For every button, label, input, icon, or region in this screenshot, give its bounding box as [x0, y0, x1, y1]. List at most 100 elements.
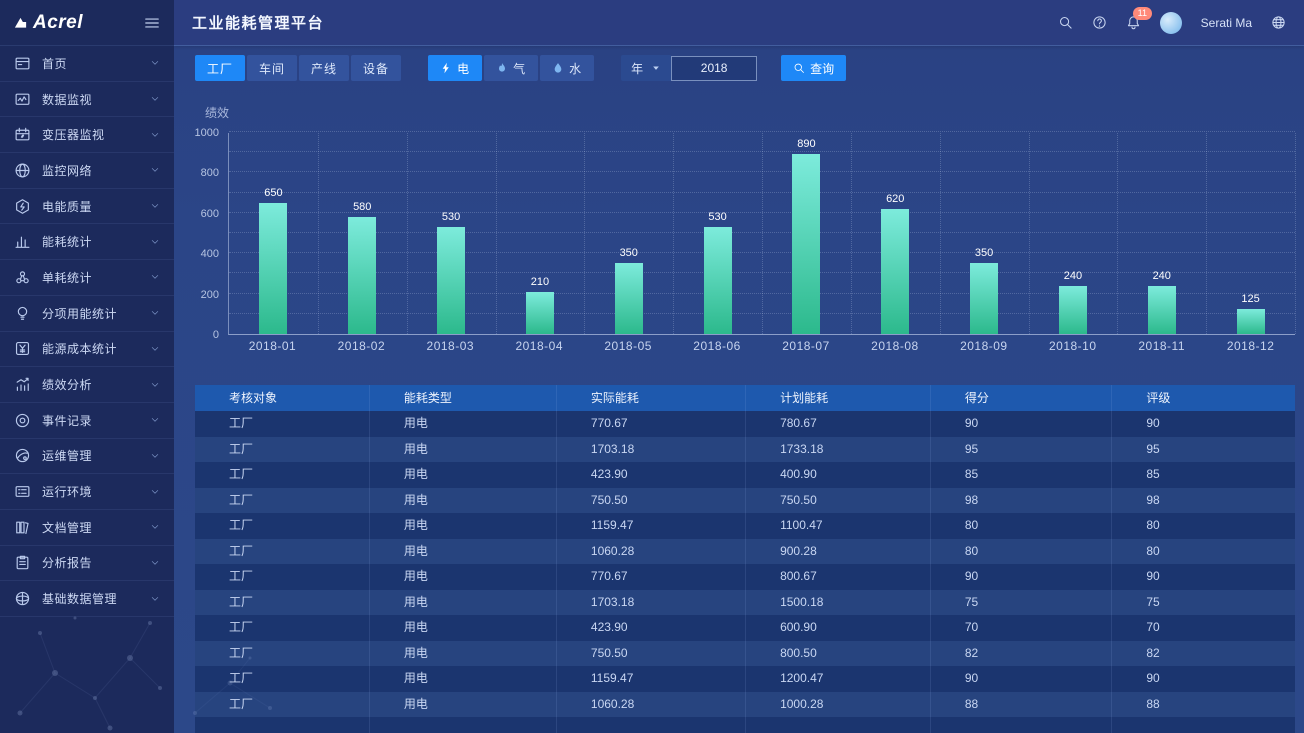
- table-cell: 75: [1146, 594, 1160, 609]
- notifications-button[interactable]: 11: [1126, 7, 1152, 30]
- gridline: [229, 272, 1295, 274]
- sidebar-item[interactable]: 基础数据管理: [0, 581, 174, 617]
- period-type-select[interactable]: 年: [621, 55, 672, 81]
- caret-down-icon: [651, 63, 661, 73]
- chart-y-axis: 0 200 400 600 800 1000: [195, 127, 228, 341]
- bar-value-label: 350: [974, 247, 994, 260]
- table-cell: 1703.18: [557, 589, 747, 615]
- table-cell: 1200.47: [746, 666, 931, 692]
- button-label: 查询: [810, 61, 835, 76]
- sidebar-item[interactable]: 分析报告: [0, 546, 174, 582]
- sidebar-item[interactable]: 运行环境: [0, 474, 174, 510]
- hamburger-menu-icon[interactable]: [143, 14, 161, 32]
- sidebar-item-label: 单耗统计: [42, 270, 93, 285]
- base-data-icon: [14, 590, 31, 607]
- bar-value-label: 580: [353, 200, 372, 213]
- table-cell: 400.90: [746, 462, 931, 488]
- table-cell: 88: [931, 691, 1113, 717]
- bar-column: 580: [318, 133, 407, 334]
- year-input[interactable]: [671, 55, 758, 81]
- x-axis-tick-label: 2018-07: [782, 339, 830, 353]
- filter-workshop-button[interactable]: 车间: [247, 55, 298, 81]
- help-icon[interactable]: [1092, 15, 1107, 30]
- sidebar-item[interactable]: 电能质量: [0, 189, 174, 225]
- table-cell: 750.50: [557, 640, 747, 666]
- sidebar-item-label: 分项用能统计: [42, 306, 118, 321]
- sidebar-item[interactable]: 能源成本统计: [0, 332, 174, 368]
- bar: [792, 154, 821, 334]
- filter-production-line-button[interactable]: 产线: [299, 55, 350, 81]
- avatar[interactable]: [1159, 11, 1182, 34]
- sidebar-item[interactable]: 分项用能统计: [0, 296, 174, 332]
- x-axis-tick-label: 2018-11: [1138, 339, 1185, 353]
- table-cell: 80: [931, 513, 1113, 539]
- table-cell: [370, 717, 557, 733]
- x-axis-tick-label: 2018-09: [960, 339, 1008, 353]
- gridline: [229, 131, 1295, 132]
- sidebar-item[interactable]: 数据监视: [0, 82, 174, 118]
- table-header-cell: 实际能耗: [557, 385, 747, 411]
- bolt-icon: [440, 62, 452, 74]
- sidebar-item[interactable]: 文档管理: [0, 510, 174, 546]
- query-button[interactable]: 查询: [781, 55, 847, 81]
- chart-y-axis-title: 绩效: [205, 106, 230, 120]
- gridline: [939, 133, 941, 334]
- button-label: 电: [457, 61, 471, 76]
- table-cell: 1000.28: [746, 691, 931, 717]
- sidebar-item[interactable]: 能耗统计: [0, 224, 174, 261]
- bar-column: 240: [1029, 133, 1118, 334]
- table-row: 工厂 用电 770.67 780.67 90 90: [195, 411, 1295, 437]
- energy-stats-icon: [14, 233, 31, 250]
- table-cell: 1100.47: [746, 513, 931, 539]
- gridline: [1206, 133, 1208, 334]
- sidebar-item-label: 运维管理: [42, 449, 93, 464]
- table-cell: 600.90: [746, 615, 931, 641]
- table-cell: 用电: [370, 538, 557, 564]
- chevron-down-icon: [150, 94, 160, 104]
- table-cell: 工厂: [195, 640, 370, 666]
- table-cell: 80: [1146, 518, 1160, 532]
- table-cell: [195, 717, 370, 733]
- x-axis-tick-label: 2018-05: [604, 339, 652, 353]
- bar: [259, 202, 288, 334]
- sidebar-item[interactable]: 运维管理: [0, 439, 174, 475]
- filter-electricity-button[interactable]: 电: [428, 55, 483, 81]
- brand-logo-text: Acrel: [33, 11, 84, 33]
- x-axis-tick-label: 2018-03: [426, 339, 475, 353]
- y-axis-tick-label: 1000: [194, 127, 219, 139]
- y-axis-tick-label: 600: [200, 207, 219, 220]
- sidebar-item[interactable]: 事件记录: [0, 403, 174, 439]
- filter-factory-button[interactable]: 工厂: [195, 55, 246, 81]
- sidebar-item[interactable]: 首页: [0, 46, 174, 82]
- acrel-logo-icon: [13, 15, 28, 30]
- subitem-energy-icon: [14, 305, 31, 322]
- sidebar-item[interactable]: 单耗统计: [0, 260, 174, 296]
- user-name[interactable]: Serati Ma: [1200, 15, 1252, 30]
- home-icon: [14, 55, 31, 72]
- table-cell: 80: [1146, 543, 1160, 558]
- gridline: [229, 191, 1295, 193]
- sidebar-item[interactable]: 监控网络: [0, 153, 174, 189]
- bar-column: 650: [229, 133, 318, 334]
- bar: [525, 291, 554, 334]
- language-globe-icon[interactable]: [1271, 15, 1286, 30]
- table-cell: 90: [931, 666, 1113, 692]
- sidebar-item[interactable]: 绩效分析: [0, 367, 174, 403]
- filter-gas-button[interactable]: 气: [484, 55, 539, 81]
- bar: [881, 208, 910, 334]
- chart-x-axis: 2018-01 2018-02 2018-03 2018-04 2018-05 2018-…: [228, 339, 1295, 359]
- chart-body: 0 200 400 600 800 1000 650 580 530 210 350 530 890 6…: [195, 127, 1296, 341]
- chevron-down-icon: [150, 58, 160, 68]
- x-axis-tick-label: 2018-04: [515, 339, 563, 353]
- bar-value-label: 530: [708, 210, 727, 223]
- search-icon[interactable]: [1058, 15, 1073, 30]
- filter-water-button[interactable]: 水: [540, 55, 595, 81]
- gridline: [317, 133, 319, 334]
- table-body: 工厂 用电 770.67 780.67 90 90 工厂 用电 1703.18 1733.18 95…: [195, 411, 1295, 733]
- sidebar: Acrel 首页 数据监视 变压器监视 监控网络 电能质量 能耗统计单耗统计分项用能统计能…: [0, 0, 174, 733]
- bar-value-label: 650: [264, 186, 283, 199]
- ops-management-icon: [14, 447, 31, 464]
- chevron-down-icon: [150, 594, 160, 604]
- filter-equipment-button[interactable]: 设备: [351, 55, 402, 81]
- sidebar-item[interactable]: 变压器监视: [0, 117, 174, 154]
